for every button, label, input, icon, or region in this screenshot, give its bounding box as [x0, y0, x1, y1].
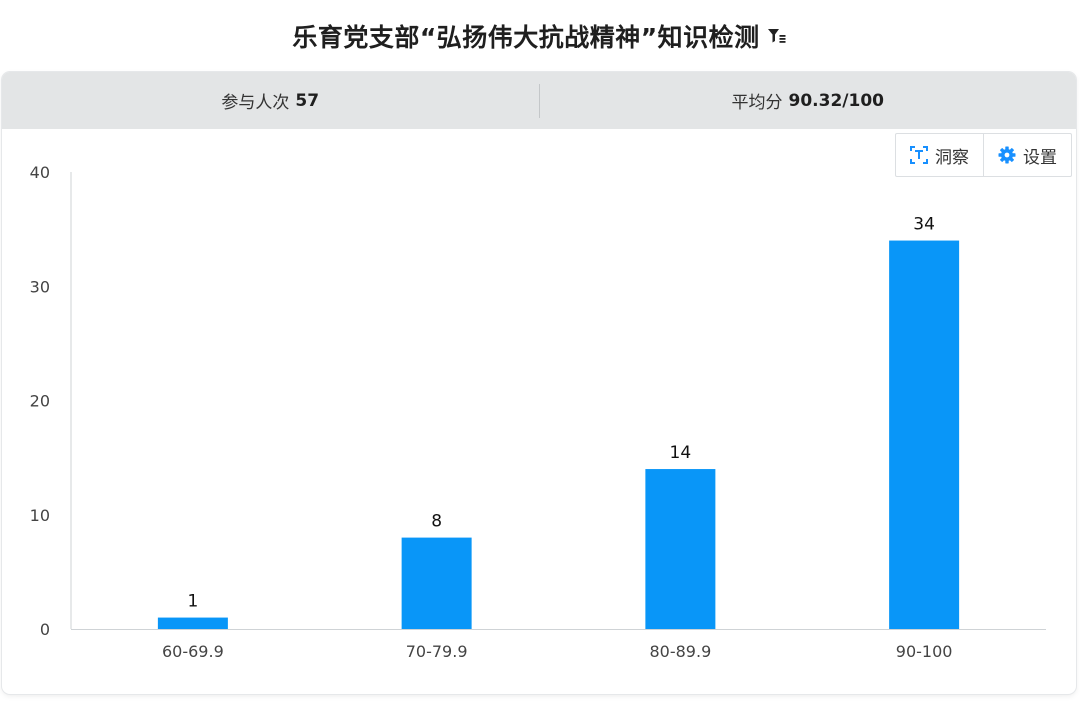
participants-label: 参与人次: [221, 93, 290, 113]
filter-list-icon[interactable]: [766, 25, 788, 47]
text-insight-icon: [910, 146, 928, 164]
settings-button[interactable]: 设置: [983, 134, 1071, 176]
settings-label: 设置: [1023, 147, 1057, 168]
stats-divider: [538, 84, 540, 118]
participants-value: 57: [295, 90, 320, 111]
average-label: 平均分: [731, 93, 783, 113]
page-title: 乐育党支部“弘扬伟大抗战精神”知识检测: [292, 23, 760, 52]
insight-label: 洞察: [935, 147, 969, 168]
participants-stat: 参与人次 57: [2, 72, 539, 129]
title-row: 乐育党支部“弘扬伟大抗战精神”知识检测: [0, 14, 1080, 58]
stats-bar: 参与人次 57 平均分 90.32/100: [2, 72, 1076, 129]
insight-button[interactable]: 洞察: [896, 134, 983, 176]
chart-toolbar: 洞察: [895, 133, 1072, 177]
average-stat: 平均分 90.32/100: [540, 72, 1077, 129]
chart-card: 参与人次 57 平均分 90.32/100 洞察: [2, 72, 1076, 694]
gear-icon: [998, 146, 1016, 164]
average-value: 90.32/100: [788, 90, 884, 111]
